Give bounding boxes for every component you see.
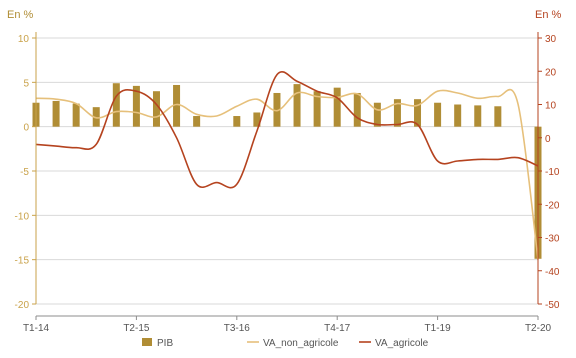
axes: 10 5 0 -5 -10 -15 -20 30 20 10 0 -10 -20 -30 -40 -50 T1-… [15, 32, 560, 334]
legend-label: VA_non_agricole [263, 338, 339, 349]
pib-bar [454, 105, 461, 127]
pib-bar [354, 93, 361, 127]
pib-bar [73, 104, 80, 127]
va-agricole-line [36, 72, 538, 188]
left-axis-unit: En % [7, 9, 34, 21]
pib-bar [153, 91, 160, 126]
left-tick-label: 0 [23, 123, 29, 134]
right-tick-label: 10 [545, 101, 557, 112]
right-tick-label: -30 [545, 234, 560, 245]
pib-bar [193, 116, 200, 127]
series-lines [36, 72, 538, 260]
pib-bar [334, 88, 341, 127]
right-tick-label: -40 [545, 267, 560, 278]
right-tick-label: -20 [545, 200, 560, 211]
pib-bar [233, 116, 240, 127]
x-tick-label: T4-17 [324, 323, 351, 334]
pib-bar [374, 103, 381, 127]
legend-swatch-pib [142, 338, 152, 346]
left-tick-label: -15 [15, 256, 30, 267]
right-tick-label: 30 [545, 34, 557, 45]
left-tick-label: -20 [15, 300, 30, 311]
legend-label: VA_agricole [375, 338, 429, 349]
pib-bar [494, 106, 501, 126]
pib-bar [294, 84, 301, 127]
pib-bar [53, 101, 60, 127]
pib-bar [434, 103, 441, 127]
right-tick-label: 0 [545, 134, 551, 145]
right-axis-unit: En % [535, 9, 562, 21]
pib-bar [474, 105, 481, 126]
left-tick-label: 10 [18, 34, 30, 45]
x-tick-label: T1-14 [23, 323, 50, 334]
pib-bar [113, 83, 120, 126]
right-tick-label: 20 [545, 67, 557, 78]
right-tick-label: -50 [545, 300, 560, 311]
left-tick-label: -10 [15, 211, 30, 222]
x-tick-label: T2-20 [525, 323, 552, 334]
va-non-agricole-line [36, 90, 538, 260]
legend-label: PIB [157, 338, 173, 349]
x-tick-label: T3-16 [224, 323, 251, 334]
x-tick-label: T2-15 [123, 323, 150, 334]
legend: PIB VA_non_agricole VA_agricole [142, 338, 429, 349]
right-tick-label: -10 [545, 167, 560, 178]
left-tick-label: -5 [20, 167, 29, 178]
x-tick-label: T1-19 [425, 323, 452, 334]
left-tick-label: 5 [23, 78, 29, 89]
gridlines [36, 38, 538, 304]
